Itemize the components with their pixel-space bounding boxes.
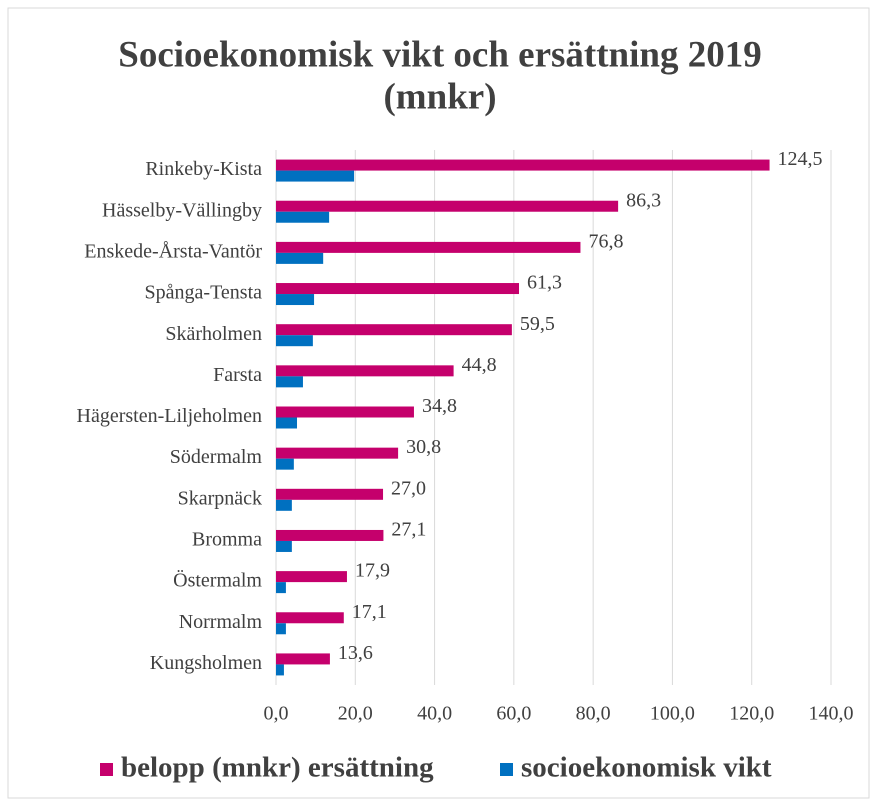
y-tick-label: Norrmalm <box>179 611 263 633</box>
value-label: 17,9 <box>355 560 390 582</box>
x-tick-label: 0,0 <box>264 703 289 725</box>
bar <box>276 571 347 583</box>
bar <box>276 211 330 223</box>
bar <box>276 529 384 541</box>
x-tick-label: 80,0 <box>576 703 611 725</box>
bar <box>276 170 355 182</box>
bar <box>276 499 292 511</box>
y-tick-label: Södermalm <box>170 446 263 468</box>
bar <box>276 283 520 295</box>
x-tick-label: 100,0 <box>650 703 695 725</box>
y-tick-label: Enskede-Årsta-Vantör <box>84 240 262 262</box>
y-tick-label: Hässelby-Vällingby <box>102 199 262 221</box>
chart-title: Socioekonomisk vikt och ersättning 2019 <box>118 34 761 75</box>
value-label: 34,8 <box>422 395 457 417</box>
y-tick-label: Rinkeby-Kista <box>145 158 262 180</box>
y-tick-label: Skarpnäck <box>178 487 262 509</box>
bar <box>276 612 344 624</box>
y-tick-label: Hägersten-Liljeholmen <box>77 405 263 427</box>
bar <box>276 623 286 635</box>
legend-label: socioekonomisk vikt <box>521 752 772 784</box>
legend-swatch <box>100 763 113 776</box>
bar <box>276 324 512 336</box>
value-label: 86,3 <box>626 189 661 211</box>
x-tick-label: 60,0 <box>496 703 531 725</box>
value-label: 124,5 <box>778 148 823 170</box>
bar <box>276 365 454 377</box>
bar <box>276 406 414 418</box>
value-label: 13,6 <box>338 642 373 664</box>
bar <box>276 241 581 253</box>
legend-swatch <box>500 763 513 776</box>
bar <box>276 664 284 676</box>
value-label: 30,8 <box>406 436 441 458</box>
bar <box>276 540 292 552</box>
value-label: 44,8 <box>462 354 497 376</box>
bar <box>276 200 619 212</box>
bar <box>276 159 770 171</box>
x-tick-label: 20,0 <box>338 703 373 725</box>
bar <box>276 582 286 594</box>
bar <box>276 447 399 459</box>
bar <box>276 252 324 264</box>
bar <box>276 294 315 306</box>
y-tick-label: Kungsholmen <box>150 652 262 674</box>
bar <box>276 417 298 429</box>
value-label: 17,1 <box>352 601 387 623</box>
bar <box>276 488 384 500</box>
legend-label: belopp (mnkr) ersättning <box>121 752 434 784</box>
x-tick-label: 40,0 <box>417 703 452 725</box>
value-label: 27,1 <box>391 519 426 541</box>
y-tick-label: Spånga-Tensta <box>145 282 263 304</box>
chart-subtitle: (mnkr) <box>383 76 496 117</box>
chart-frame <box>7 7 870 799</box>
value-label: 61,3 <box>527 272 562 294</box>
x-tick-label: 120,0 <box>729 703 774 725</box>
x-tick-label: 140,0 <box>809 703 854 725</box>
value-label: 59,5 <box>520 313 555 335</box>
y-tick-label: Bromma <box>192 529 262 551</box>
bar <box>276 458 294 470</box>
value-label: 76,8 <box>588 230 623 252</box>
y-tick-label: Skärholmen <box>165 323 262 345</box>
value-label: 27,0 <box>391 477 426 499</box>
bar <box>276 653 330 665</box>
bar <box>276 376 303 388</box>
y-tick-label: Farsta <box>213 364 262 386</box>
bar <box>276 335 313 347</box>
y-tick-label: Östermalm <box>173 569 262 592</box>
